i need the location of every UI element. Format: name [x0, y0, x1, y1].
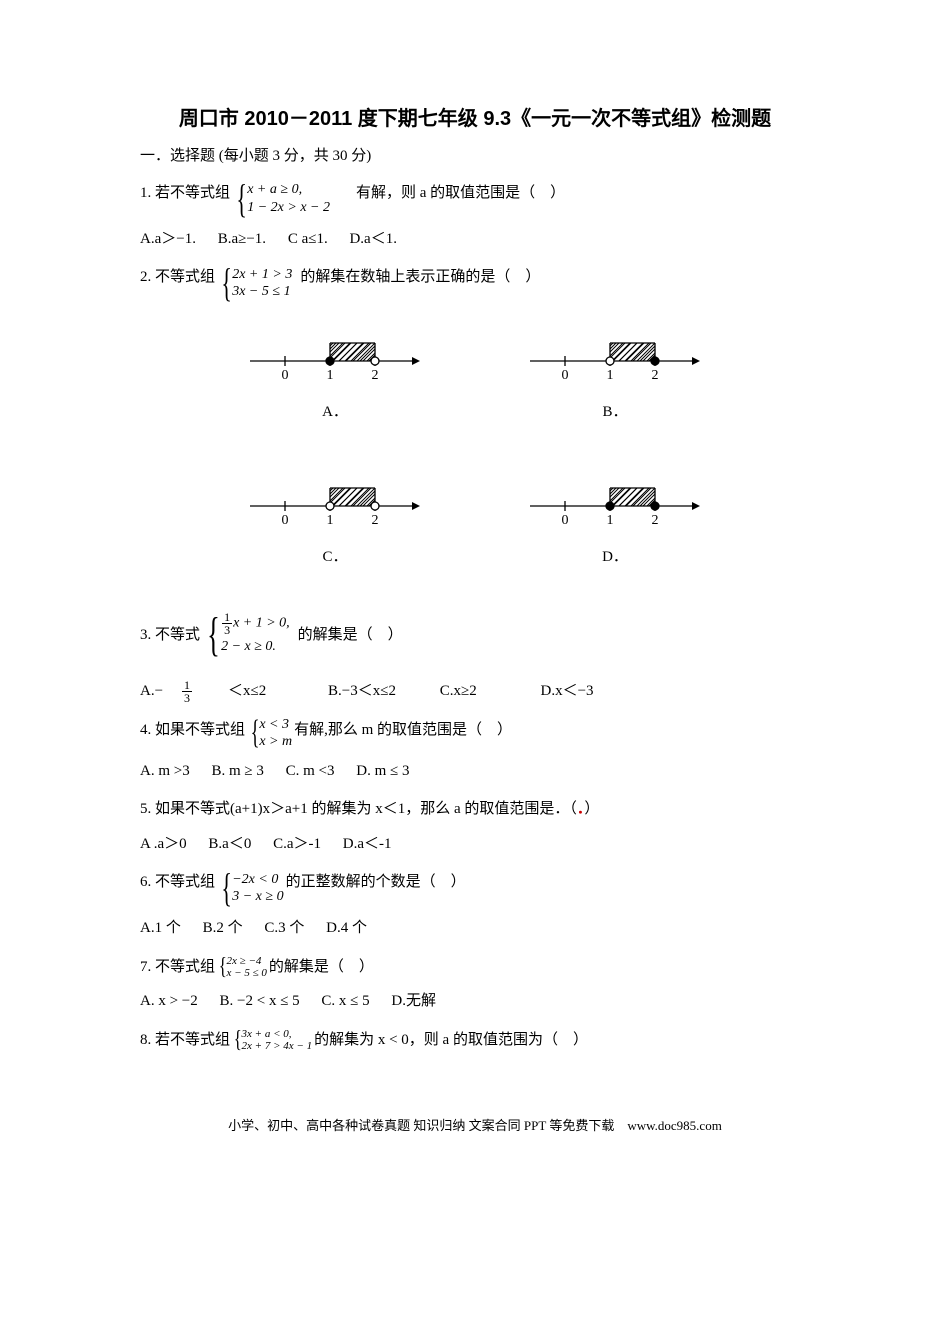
q7-optB: B. −2 < x ≤ 5 — [220, 993, 300, 1009]
q8-line1: 3x + a < 0, — [242, 1028, 313, 1040]
q4-optA: A. m >3 — [140, 763, 190, 779]
svg-text:0: 0 — [562, 513, 569, 526]
diagram-D: 0 1 2 — [520, 466, 710, 526]
q5-optC: C.a＞-1 — [273, 836, 321, 852]
section-heading: 一．选择题 (每小题 3 分，共 30 分) — [140, 142, 810, 171]
page-title: 周口市 2010－2011 度下期七年级 9.3《一元一次不等式组》检测题 — [140, 100, 810, 138]
svg-text:1: 1 — [607, 368, 614, 381]
q3-optD: D.x＜−3 — [540, 683, 593, 699]
q6-line1: −2x < 0 — [232, 871, 283, 889]
q3-optB: B.−3＜x≤2 — [328, 683, 396, 699]
svg-text:1: 1 — [327, 513, 334, 526]
q1-optB: B.a≥−1. — [218, 231, 266, 247]
q5-optA: A .a＞0 — [140, 836, 187, 852]
svg-text:2: 2 — [652, 368, 659, 381]
q6-line2: 3 − x ≥ 0 — [232, 888, 283, 906]
q1-line1: x + a ≥ 0, — [247, 181, 330, 199]
question-4: 4. 如果不等式组 { x < 3 x > m 有解,那么 m 的取值范围是（ … — [140, 716, 810, 751]
q7-line2: x − 5 ≤ 0 — [227, 967, 267, 979]
question-6: 6. 不等式组 { −2x < 0 3 − x ≥ 0 的正整数解的个数是（ ） — [140, 868, 810, 908]
q8-stem-a: 8. 若不等式组 — [140, 1026, 230, 1055]
diagram-A: 0 1 2 — [240, 321, 430, 381]
q6-options: A.1 个 B.2 个 C.3 个 D.4 个 — [140, 914, 810, 943]
q6-optD: D.4 个 — [326, 920, 367, 936]
q6-stem-b: 的正整数解的个数是（ ） — [286, 868, 466, 897]
question-5: 5. 如果不等式(a+1)x＞a+1 的解集为 x＜1，那么 a 的取值范围是．… — [140, 795, 810, 824]
q3-optC: C.x≥2 — [440, 683, 477, 699]
page-footer: 小学、初中、高中各种试卷真题 知识归纳 文案合同 PPT 等免费下载 www.d… — [140, 1114, 810, 1139]
q1-optC: C a≤1. — [288, 231, 328, 247]
q2-brace: { 2x + 1 > 3 3x − 5 ≤ 1 — [217, 263, 292, 303]
diagram-B-label: B． — [520, 398, 710, 427]
q8-stem-b: 的解集为 x < 0，则 a 的取值范围为（ ） — [314, 1026, 588, 1055]
diagram-B: 0 1 2 — [520, 321, 710, 381]
q2-line2: 3x − 5 ≤ 1 — [232, 283, 292, 301]
q5-optB: B.a＜0 — [208, 836, 251, 852]
svg-text:1: 1 — [607, 513, 614, 526]
diagram-D-label: D． — [520, 543, 710, 572]
svg-text:0: 0 — [282, 368, 289, 381]
q7-optD: D.无解 — [391, 993, 436, 1009]
svg-text:1: 1 — [327, 368, 334, 381]
q3-line1: 13x + 1 > 0, — [221, 611, 290, 636]
q7-optA: A. x > −2 — [140, 993, 198, 1009]
q1-line2: 1 − 2x > x − 2 — [247, 199, 330, 217]
q4-line2: x > m — [259, 733, 292, 751]
q7-line1: 2x ≥ −4 — [227, 955, 267, 967]
q2-stem-a: 2. 不等式组 — [140, 263, 215, 292]
q3-line2: 2 − x ≥ 0. — [221, 636, 290, 658]
q6-optC: C.3 个 — [264, 920, 304, 936]
q3-stem-b: 的解集是（ ） — [298, 621, 403, 650]
q6-optA: A.1 个 — [140, 920, 181, 936]
diagram-A-label: A． — [240, 398, 430, 427]
q2-line1: 2x + 1 > 3 — [232, 266, 292, 284]
q4-optD: D. m ≤ 3 — [356, 763, 409, 779]
number-line-diagrams: 0 1 2 A． 0 1 2 B． 0 1 2 C． 0 1 2 D． — [140, 321, 810, 571]
q5-options: A .a＞0 B.a＜0 C.a＞-1 D.a＜-1 — [140, 830, 810, 859]
q4-optC: C. m <3 — [286, 763, 335, 779]
q2-stem-b: 的解集在数轴上表示正确的是（ ） — [300, 263, 540, 292]
question-2: 2. 不等式组 { 2x + 1 > 3 3x − 5 ≤ 1 的解集在数轴上表… — [140, 263, 810, 303]
diagram-C: 0 1 2 — [240, 466, 430, 526]
q7-stem-a: 7. 不等式组 — [140, 953, 215, 982]
svg-text:0: 0 — [282, 513, 289, 526]
svg-text:2: 2 — [372, 368, 379, 381]
q1-stem-b: 有解，则 a 的取值范围是（ ） — [356, 179, 565, 208]
q1-stem-a: 1. 若不等式组 — [140, 179, 230, 208]
q8-line2: 2x + 7 > 4x − 1 — [242, 1040, 313, 1052]
svg-text:2: 2 — [652, 513, 659, 526]
question-1: 1. 若不等式组 { x + a ≥ 0, 1 − 2x > x − 2 有解，… — [140, 179, 810, 219]
q7-brace: { 2x ≥ −4 x − 5 ≤ 0 — [217, 955, 267, 979]
question-3: 3. 不等式 { 13x + 1 > 0, 2 − x ≥ 0. 的解集是（ ） — [140, 611, 810, 659]
q5-tail: ） — [584, 801, 599, 817]
q7-stem-b: 的解集是（ ） — [269, 953, 374, 982]
q6-brace: { −2x < 0 3 − x ≥ 0 — [217, 868, 284, 908]
q3-stem-a: 3. 不等式 — [140, 621, 200, 650]
q3-options: A.−13＜x≤2 B.−3＜x≤2 C.x≥2 D.x＜−3 — [140, 677, 810, 706]
q1-optD: D.a＜1. — [349, 231, 397, 247]
q4-stem-a: 4. 如果不等式组 — [140, 716, 245, 745]
svg-text:2: 2 — [372, 513, 379, 526]
question-7: 7. 不等式组 { 2x ≥ −4 x − 5 ≤ 0 的解集是（ ） — [140, 953, 810, 982]
question-8: 8. 若不等式组 { 3x + a < 0, 2x + 7 > 4x − 1 的… — [140, 1026, 810, 1055]
q8-brace: { 3x + a < 0, 2x + 7 > 4x − 1 — [232, 1028, 312, 1052]
q3-brace: { 13x + 1 > 0, 2 − x ≥ 0. — [202, 611, 290, 659]
svg-text:0: 0 — [562, 368, 569, 381]
q5-text: 5. 如果不等式(a+1)x＞a+1 的解集为 x＜1，那么 a 的取值范围是．… — [140, 801, 577, 817]
diagram-C-label: C． — [240, 543, 430, 572]
q1-brace: { x + a ≥ 0, 1 − 2x > x − 2 — [232, 179, 330, 219]
q4-brace: { x < 3 x > m — [247, 716, 292, 751]
q4-options: A. m >3 B. m ≥ 3 C. m <3 D. m ≤ 3 — [140, 757, 810, 786]
q4-stem-b: 有解,那么 m 的取值范围是（ ） — [294, 716, 512, 745]
q5-optD: D.a＜-1 — [343, 836, 392, 852]
q1-options: A.a＞−1. B.a≥−1. C a≤1. D.a＜1. — [140, 225, 810, 254]
q1-optA: A.a＞−1. — [140, 231, 196, 247]
q6-optB: B.2 个 — [203, 920, 243, 936]
q7-optC: C. x ≤ 5 — [321, 993, 369, 1009]
q4-optB: B. m ≥ 3 — [211, 763, 263, 779]
q3-optA: A.−13＜x≤2 — [140, 683, 288, 699]
q6-stem-a: 6. 不等式组 — [140, 868, 215, 897]
q4-line1: x < 3 — [259, 716, 292, 734]
q7-options: A. x > −2 B. −2 < x ≤ 5 C. x ≤ 5 D.无解 — [140, 987, 810, 1016]
